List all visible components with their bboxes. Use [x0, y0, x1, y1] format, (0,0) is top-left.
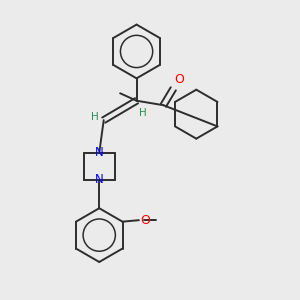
- Text: O: O: [140, 214, 150, 227]
- Text: H: H: [139, 108, 147, 118]
- Text: O: O: [174, 74, 184, 86]
- Text: H: H: [92, 112, 99, 122]
- Text: N: N: [95, 173, 103, 186]
- Text: N: N: [95, 146, 103, 160]
